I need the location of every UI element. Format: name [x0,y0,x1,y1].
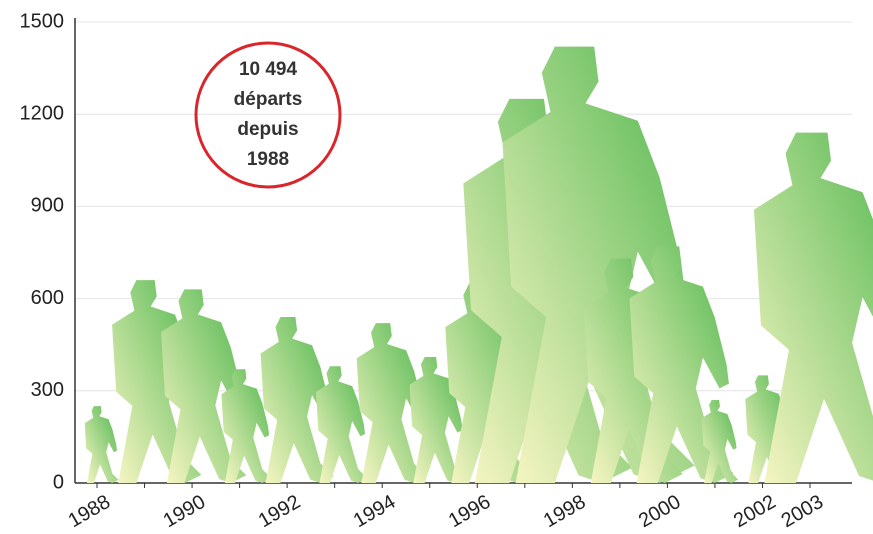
figure [315,366,368,483]
y-tick-label: 900 [31,195,64,217]
x-tick-label: 2003 [778,491,828,532]
x-tick-label: 2002 [730,491,780,532]
annotation-text: depuis [237,119,298,140]
x-tick-label: 1998 [540,491,590,532]
figure [701,400,739,483]
y-tick-label: 600 [31,287,64,309]
figure [629,246,734,483]
figure [753,132,873,483]
x-tick-label: 1990 [160,491,210,532]
x-tick-label: 1992 [255,491,305,532]
figure [260,317,334,483]
x-tick-label: 1988 [65,491,115,532]
y-tick-label: 1500 [20,10,65,32]
annotation-text: départs [234,89,303,110]
annotation-text: 10 494 [239,59,298,80]
figure [161,289,247,483]
y-tick-label: 1200 [20,102,65,124]
figure [502,46,695,483]
annotation-text: 1988 [247,149,289,170]
figure [84,406,119,483]
y-tick-label: 300 [31,379,64,401]
x-tick-label: 1996 [445,491,495,532]
figure [221,369,272,483]
figure [356,323,427,483]
y-tick-label: 0 [53,471,64,493]
annotation-circle [194,41,342,189]
x-tick-label: 1994 [350,491,400,532]
x-tick-label: 2000 [635,491,685,532]
